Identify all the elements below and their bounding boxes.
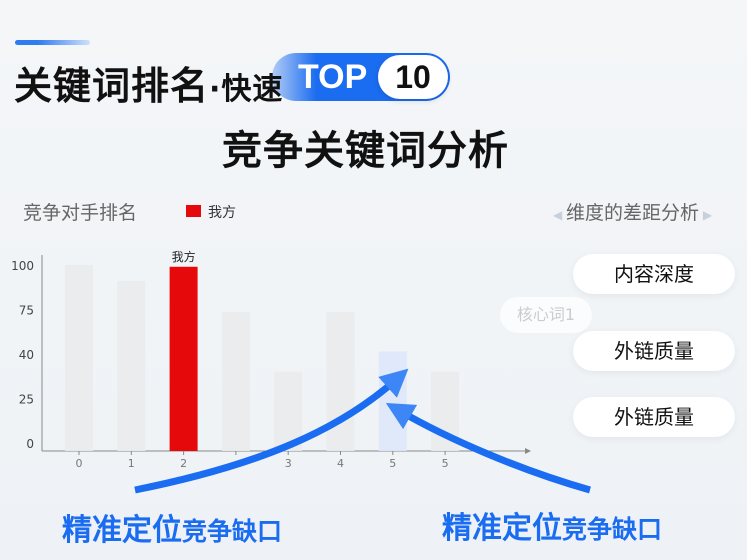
x-tick-label: 3	[285, 457, 292, 470]
dimension-item[interactable]: 外链质量	[573, 331, 735, 371]
x-tick-label: 1	[128, 457, 135, 470]
bar	[65, 265, 93, 451]
y-tick-label: 75	[19, 304, 34, 318]
title-fast: 快速	[221, 72, 284, 107]
title-main: 关键词排名	[14, 64, 210, 108]
page-subtitle: 竞争关键词分析	[222, 128, 509, 174]
bar	[378, 351, 407, 451]
y-tick-label: 100	[11, 259, 34, 273]
badge-top-text: TOP	[298, 58, 368, 96]
chart-title: 竞争对手排名	[23, 202, 138, 224]
dimension-title: ◀ 维度的差距分析 ▶	[553, 202, 713, 224]
bar	[326, 312, 355, 451]
bottom-caption-left: 精准定位竞争缺口	[62, 513, 283, 548]
x-tick-label: 2	[180, 457, 187, 470]
x-tick-label: 5	[389, 457, 396, 470]
highlight-bar	[169, 266, 198, 451]
x-tick-label: 4	[337, 457, 344, 470]
page-title: 关键词排名·快速	[14, 55, 283, 110]
bottom-caption-right: 精准定位竞争缺口	[442, 511, 663, 546]
accent-bar	[15, 40, 90, 45]
y-tick-label: 0	[26, 437, 34, 451]
dimension-item[interactable]: 内容深度	[573, 254, 735, 294]
triangle-left-icon[interactable]: ◀	[553, 208, 567, 222]
legend-swatch	[186, 205, 201, 217]
bar	[117, 281, 146, 451]
dimension-item[interactable]: 外链质量	[573, 397, 735, 437]
x-axis-arrow	[525, 448, 531, 454]
x-tick-label: 5	[442, 457, 449, 470]
badge-number: 10	[378, 55, 448, 99]
legend-label: 我方	[208, 205, 236, 221]
core-keyword-chip: 核心词1	[500, 297, 592, 333]
bar-label: 我方	[172, 249, 196, 264]
triangle-right-icon[interactable]: ▶	[699, 208, 713, 222]
y-tick-label: 25	[19, 393, 34, 407]
title-dot: ·	[209, 72, 222, 107]
y-tick-label: 40	[19, 348, 34, 362]
bar	[274, 371, 303, 451]
bar	[221, 312, 250, 451]
x-tick-label: 0	[76, 457, 83, 470]
bar	[431, 371, 460, 451]
